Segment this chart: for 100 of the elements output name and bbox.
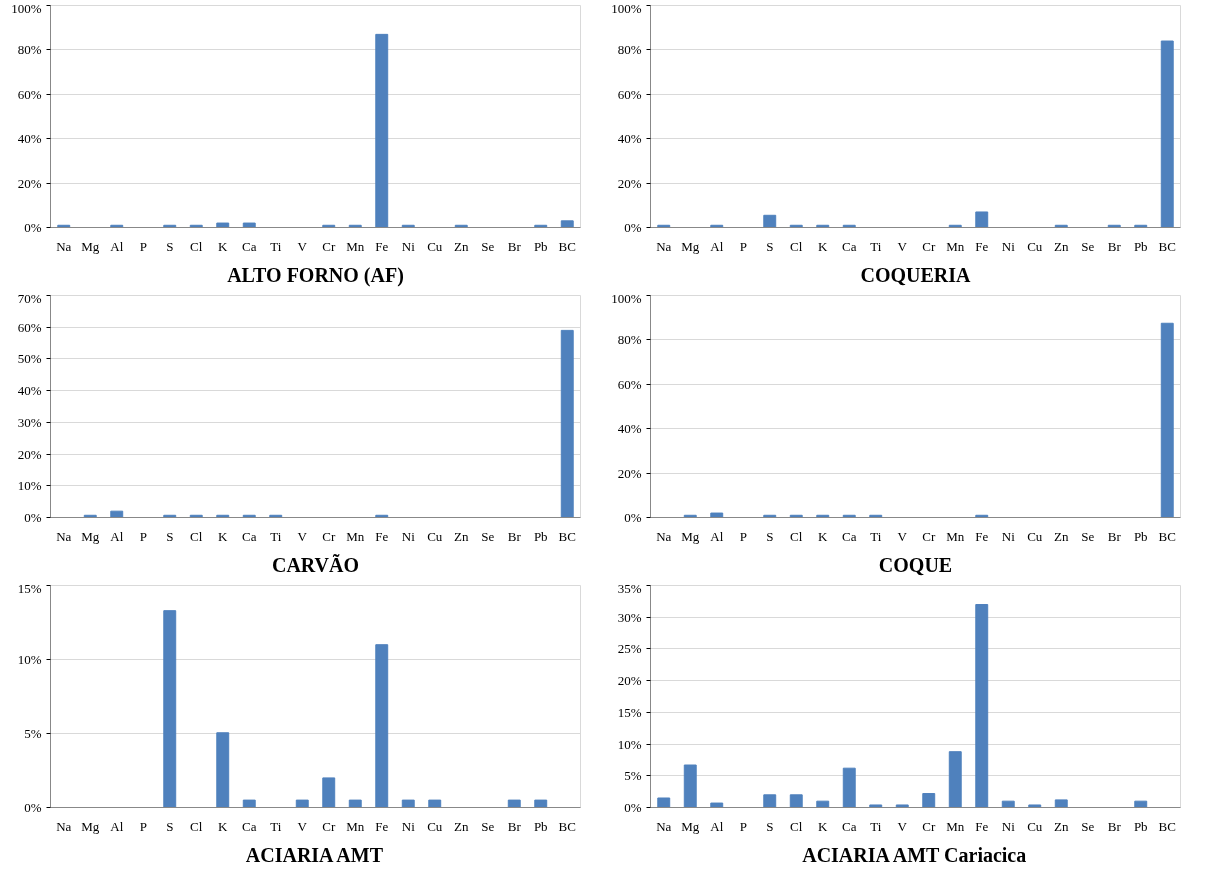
x-tick-label: Ti [270, 818, 282, 834]
x-tick-label: Cu [1027, 818, 1043, 834]
x-tick-label: Br [507, 528, 522, 544]
x-tick-label: Se [1081, 238, 1095, 254]
x-tick-label: Br [507, 238, 522, 254]
x-tick-label: K [218, 818, 229, 834]
text: ACIARIA AMT [245, 843, 384, 866]
y-tick-label: 100% [11, 0, 42, 16]
x-tick-label: S [766, 818, 774, 834]
x-tick-label: Fe [975, 528, 989, 544]
x-tick-label: Ti [870, 818, 882, 834]
y-tick-label: 100% [611, 0, 642, 16]
x-tick-label: V [897, 818, 908, 834]
y-tick-label: 80% [617, 332, 642, 348]
x-tick-label: Cr [322, 238, 336, 254]
y-tick-label: 10% [617, 736, 642, 752]
x-tick-label: Mg [681, 238, 700, 254]
x-tick-label: S [166, 818, 174, 834]
x-tick-label: Fe [375, 818, 389, 834]
y-tick-label: 15% [17, 580, 42, 596]
x-tick-label: P [139, 528, 147, 544]
x-tick-label: Cl [190, 528, 203, 544]
x-tick-label: Br [1107, 238, 1122, 254]
x-tick-label: K [218, 528, 229, 544]
x-tick-label: Se [481, 818, 495, 834]
x-tick-label: Fe [975, 238, 989, 254]
x-tick-label: Ti [270, 238, 282, 254]
y-tick-label: 40% [617, 131, 642, 147]
x-tick-label: Cr [322, 528, 336, 544]
x-tick-label: S [766, 528, 774, 544]
y-tick-label: 25% [617, 641, 642, 657]
x-tick-label: Zn [1054, 238, 1069, 254]
x-tick-label: Mn [946, 238, 965, 254]
x-tick-label: Ca [842, 818, 857, 834]
y-tick-label: 60% [617, 86, 642, 102]
x-tick-label: V [897, 528, 908, 544]
x-tick-label: Fe [975, 818, 989, 834]
x-tick-label: Cr [922, 818, 936, 834]
x-tick-label: Mg [81, 528, 100, 544]
x-tick-label: Ni [401, 818, 416, 834]
x-tick-label: S [166, 528, 174, 544]
y-tick-label: 60% [17, 319, 42, 335]
x-tick-label: Na [656, 528, 672, 544]
x-tick-label: P [139, 238, 147, 254]
y-tick-label: 15% [617, 704, 642, 720]
x-tick-label: Ni [1001, 238, 1016, 254]
x-tick-label: Mg [81, 818, 100, 834]
x-tick-label: Se [481, 238, 495, 254]
y-tick-label: 100% [611, 290, 642, 306]
x-tick-label: BC [558, 818, 576, 834]
x-tick-label: K [818, 528, 829, 544]
x-tick-label: P [139, 818, 147, 834]
x-tick-label: Fe [375, 528, 389, 544]
x-tick-label: Ti [270, 528, 282, 544]
x-tick-label: Cu [427, 238, 443, 254]
x-tick-label: Ca [842, 238, 857, 254]
x-tick-label: Ni [1001, 528, 1016, 544]
text: COQUE [878, 553, 953, 576]
y-tick-label: 0% [24, 800, 42, 815]
x-tick-label: Ni [1001, 818, 1016, 834]
text: ALTO FORNO (AF) [227, 263, 404, 287]
x-tick-label: Na [56, 818, 72, 834]
x-tick-label: Ca [242, 528, 257, 544]
x-tick-label: Mg [81, 238, 100, 254]
x-tick-label: Mn [946, 528, 965, 544]
y-tick-label: 10% [17, 478, 42, 494]
y-tick-label: 10% [17, 652, 42, 667]
y-tick-label: 50% [17, 351, 42, 367]
x-tick-label: BC [558, 238, 576, 254]
x-tick-label: Ni [401, 528, 416, 544]
x-tick-label: K [818, 238, 829, 254]
x-tick-label: S [766, 238, 774, 254]
y-tick-label: 30% [617, 609, 642, 625]
x-tick-label: Pb [1133, 528, 1148, 544]
x-tick-label: Cl [190, 238, 203, 254]
y-tick-label: 20% [17, 175, 42, 191]
y-tick-label: 35% [617, 580, 642, 596]
x-tick-label: BC [1158, 818, 1176, 834]
x-tick-label: Al [110, 818, 124, 834]
x-tick-label: Zn [1054, 818, 1069, 834]
x-tick-label: Pb [533, 818, 548, 834]
x-tick-label: Al [110, 238, 124, 254]
text: CARVÃO [271, 553, 360, 576]
x-tick-label: Na [656, 818, 672, 834]
x-tick-label: Mn [346, 528, 365, 544]
y-tick-label: 30% [17, 414, 42, 430]
x-tick-label: Ca [842, 528, 857, 544]
y-tick-label: 20% [617, 465, 642, 481]
x-tick-label: Na [56, 238, 72, 254]
y-tick-label: 70% [17, 290, 42, 306]
x-tick-label: Se [1081, 528, 1095, 544]
y-tick-label: 20% [617, 673, 642, 689]
x-tick-label: Se [1081, 818, 1095, 834]
x-tick-label: V [297, 528, 308, 544]
x-tick-label: Na [656, 238, 672, 254]
x-tick-label: Cu [1027, 528, 1043, 544]
x-tick-label: Br [1107, 818, 1122, 834]
y-tick-label: 5% [24, 726, 42, 741]
x-tick-label: Al [710, 818, 724, 834]
x-tick-label: Pb [533, 528, 548, 544]
